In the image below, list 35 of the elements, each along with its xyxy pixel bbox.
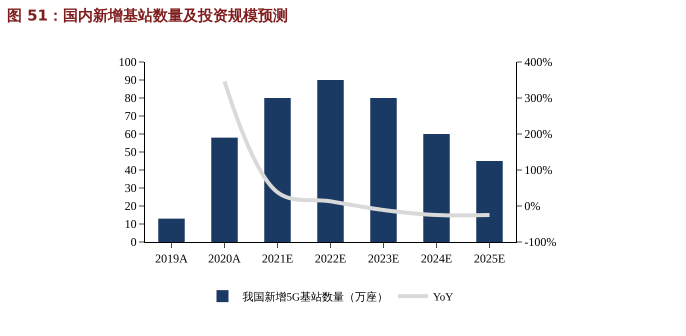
bar [476,161,503,242]
x-tick-label: 2024E [420,251,452,266]
y-tick-label: 10 [124,217,137,232]
y2-tick-label: 400% [524,55,552,70]
x-tick-label: 2020A [208,251,242,266]
x-tick-label: 2022E [314,251,346,266]
x-tick-label: 2023E [368,251,400,266]
bar [158,218,185,242]
y-tick-label: 60 [124,127,137,142]
y2-tick-label: 300% [524,91,552,106]
line-series [222,79,492,218]
x-tick-label: 2021E [262,251,294,266]
legend-label: 我国新增5G基站数量（万座） [242,290,388,304]
y-tick-label: 70 [124,109,137,124]
bar [423,134,450,242]
y-tick-label: 50 [124,145,137,160]
y-tick-label: 20 [124,199,137,214]
bar [264,98,291,242]
y-tick-label: 40 [124,163,137,178]
y2-tick-label: 200% [524,127,552,142]
x-tick-label: 2019A [155,251,188,266]
legend-label: YoY [432,291,454,304]
bar [370,98,397,242]
bar [317,80,344,242]
x-tick-label: 2025E [474,251,506,266]
y-tick-label: 30 [124,181,137,196]
y2-tick-label: 100% [524,163,552,178]
y-tick-label: 90 [124,73,137,88]
bar [211,138,238,242]
y2-tick-label: 0% [524,199,540,214]
y2-tick-label: -100% [524,235,556,250]
y-tick-label: 80 [124,91,137,106]
chart-title: 图 51：国内新增基站数量及投资规模预测 [6,6,288,25]
y-tick-label: 100 [118,55,137,70]
y-tick-label: 0 [130,235,137,250]
